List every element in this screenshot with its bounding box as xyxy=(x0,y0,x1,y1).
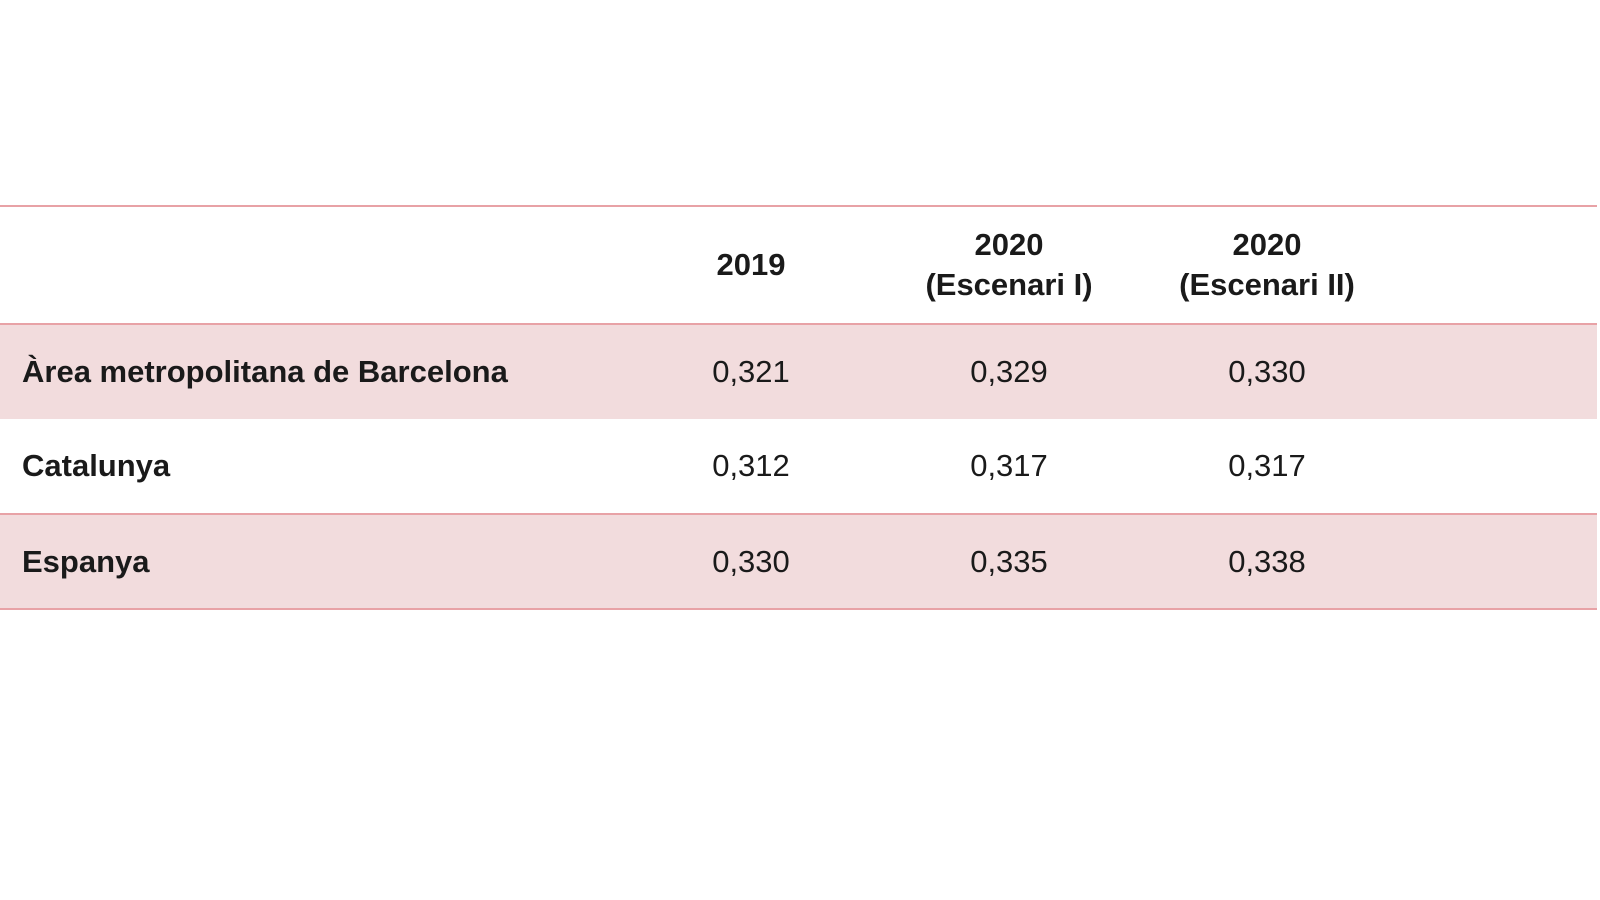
table-row: Àrea metropolitana de Barcelona 0,321 0,… xyxy=(0,324,1597,419)
header-year: 2020 xyxy=(1232,227,1302,262)
header-scenario: (Escenari I) xyxy=(925,267,1093,302)
header-cell-filler xyxy=(1396,206,1597,324)
header-cell-2019: 2019 xyxy=(622,206,880,324)
value-cell: 0,335 xyxy=(970,543,1048,579)
value-cell: 0,329 xyxy=(970,354,1048,389)
value-cell: 0,321 xyxy=(712,354,790,389)
value-cell: 0,338 xyxy=(1228,543,1306,579)
row-label: Àrea metropolitana de Barcelona xyxy=(22,354,508,389)
value-cell: 0,317 xyxy=(1228,448,1306,483)
header-cell-2020-escenari-i: 2020 (Escenari I) xyxy=(880,206,1138,324)
data-table-container: 2019 2020 (Escenari I) 2020 (Escenari II… xyxy=(0,205,1597,610)
header-cell-empty xyxy=(0,206,622,324)
value-cell: 0,330 xyxy=(1228,354,1306,389)
header-year: 2019 xyxy=(716,247,786,282)
value-cell: 0,330 xyxy=(712,543,790,579)
row-label: Espanya xyxy=(22,543,150,579)
header-scenario: (Escenari II) xyxy=(1179,267,1355,302)
header-year: 2020 xyxy=(974,227,1044,262)
filler-cell xyxy=(1396,324,1597,419)
row-label: Catalunya xyxy=(22,448,171,483)
header-cell-2020-escenari-ii: 2020 (Escenari II) xyxy=(1138,206,1396,324)
value-cell: 0,317 xyxy=(970,448,1048,483)
header-row: 2019 2020 (Escenari I) 2020 (Escenari II… xyxy=(0,206,1597,324)
value-cell: 0,312 xyxy=(712,448,790,483)
table-row: Espanya 0,330 0,335 0,338 xyxy=(0,514,1597,609)
data-table: 2019 2020 (Escenari I) 2020 (Escenari II… xyxy=(0,205,1597,610)
filler-cell xyxy=(1396,419,1597,514)
filler-cell xyxy=(1396,514,1597,609)
table-row: Catalunya 0,312 0,317 0,317 xyxy=(0,419,1597,514)
